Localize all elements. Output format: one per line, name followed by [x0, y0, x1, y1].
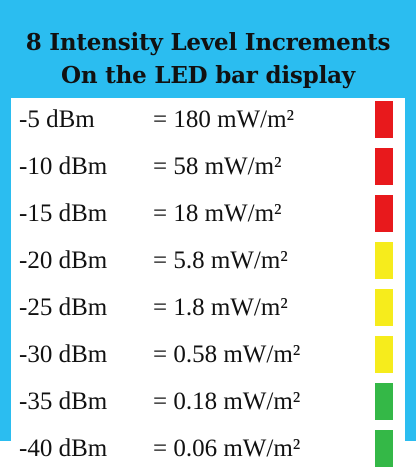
intensity-row: -25 dBm = 1.8 mW/m²	[11, 286, 405, 333]
led-yellow-indicator	[375, 289, 393, 326]
power-density: = 0.06 mW/m²	[153, 435, 301, 462]
dbm-level: -15 dBm	[19, 200, 108, 227]
intensity-row: -40 dBm = 0.06 mW/m²	[11, 427, 405, 474]
led-green-indicator	[375, 383, 393, 420]
power-density: = 1.8 mW/m²	[153, 294, 288, 321]
title-line-1: 8 Intensity Level Increments	[25, 29, 391, 56]
intensity-row: -20 dBm = 5.8 mW/m²	[11, 239, 405, 286]
dbm-level: -40 dBm	[19, 435, 108, 462]
power-density: = 5.8 mW/m²	[153, 247, 288, 274]
intensity-row: -30 dBm = 0.58 mW/m²	[11, 333, 405, 380]
dbm-level: -25 dBm	[19, 294, 108, 321]
led-green-indicator	[375, 430, 393, 467]
dbm-level: -30 dBm	[19, 341, 108, 368]
power-density: = 0.58 mW/m²	[153, 341, 301, 368]
led-red-indicator	[375, 148, 393, 185]
led-yellow-indicator	[375, 242, 393, 279]
led-yellow-indicator	[375, 336, 393, 373]
dbm-level: -35 dBm	[19, 388, 108, 415]
intensity-row: -5 dBm = 180 mW/m²	[11, 98, 405, 145]
power-density: = 180 mW/m²	[153, 106, 295, 133]
dbm-level: -10 dBm	[19, 153, 108, 180]
intensity-row: -35 dBm = 0.18 mW/m²	[11, 380, 405, 427]
power-density: = 0.18 mW/m²	[153, 388, 301, 415]
dbm-level: -20 dBm	[19, 247, 108, 274]
dbm-level: -5 dBm	[19, 106, 95, 133]
title-line-2: On the LED bar display	[61, 62, 355, 89]
intensity-table: -5 dBm = 180 mW/m² -10 dBm = 58 mW/m² -1…	[11, 98, 405, 467]
led-red-indicator	[375, 101, 393, 138]
intensity-row: -15 dBm = 18 mW/m²	[11, 192, 405, 239]
power-density: = 58 mW/m²	[153, 153, 282, 180]
power-density: = 18 mW/m²	[153, 200, 282, 227]
intensity-row: -10 dBm = 58 mW/m²	[11, 145, 405, 192]
led-red-indicator	[375, 195, 393, 232]
panel-title: 8 Intensity Level Increments On the LED …	[10, 26, 406, 92]
